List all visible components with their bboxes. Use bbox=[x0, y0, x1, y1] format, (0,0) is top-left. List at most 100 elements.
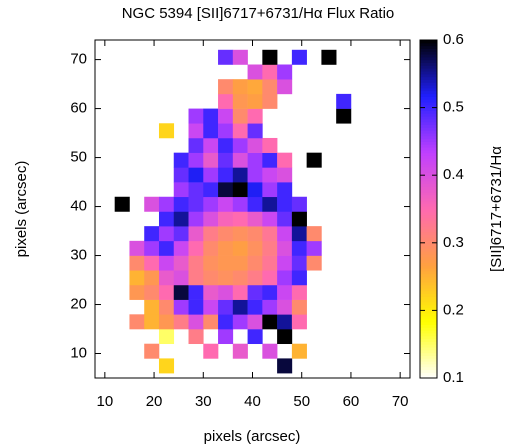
heatmap-cell bbox=[291, 314, 307, 330]
colorbar-swatch bbox=[420, 332, 437, 337]
heatmap-cell bbox=[232, 167, 248, 183]
heatmap-cell bbox=[218, 329, 234, 345]
heatmap-cell bbox=[232, 196, 248, 212]
heatmap-cell bbox=[203, 284, 219, 300]
heatmap-cell bbox=[277, 240, 293, 256]
colorbar-swatch bbox=[420, 121, 437, 125]
colorbar-swatch bbox=[420, 276, 437, 280]
colorbar-swatch bbox=[420, 96, 437, 100]
colorbar-swatch bbox=[420, 152, 437, 156]
heatmap-cell bbox=[218, 211, 234, 227]
heatmap-cell bbox=[336, 108, 352, 124]
colorbar-swatch bbox=[420, 144, 437, 148]
x-tick-label: 20 bbox=[146, 393, 163, 410]
heatmap-cell bbox=[203, 255, 219, 271]
heatmap-cell bbox=[277, 299, 293, 315]
x-tick-label: 70 bbox=[392, 393, 409, 410]
heatmap-cell bbox=[203, 299, 219, 315]
colorbar-swatch bbox=[420, 220, 437, 224]
heatmap-cell bbox=[262, 64, 278, 80]
colorbar-swatch bbox=[420, 262, 437, 266]
heatmap-cell bbox=[188, 329, 204, 345]
colorbar-swatch bbox=[420, 268, 437, 272]
colorbar-swatch bbox=[420, 62, 437, 66]
heatmap-cell bbox=[144, 270, 160, 286]
colorbar-swatch bbox=[420, 172, 437, 176]
colorbar-swatch bbox=[420, 147, 437, 151]
heatmap-cell bbox=[188, 211, 204, 227]
colorbar-swatch bbox=[420, 110, 437, 114]
heatmap-cell bbox=[232, 343, 248, 359]
colorbar-swatch bbox=[420, 237, 437, 241]
heatmap-cell bbox=[129, 314, 145, 330]
colorbar-swatch bbox=[420, 48, 437, 52]
colorbar-swatch bbox=[420, 178, 437, 182]
heatmap-cell bbox=[232, 299, 248, 315]
heatmap-cell bbox=[203, 123, 219, 139]
heatmap-cell bbox=[173, 196, 189, 212]
colorbar-label: [SII]6717+6731/Hα bbox=[488, 146, 505, 272]
heatmap-cell bbox=[144, 343, 160, 359]
colorbar-swatch bbox=[420, 327, 437, 331]
colorbar-swatch bbox=[420, 301, 437, 306]
colorbar-tick-label: 0.3 bbox=[443, 234, 464, 251]
colorbar-swatch bbox=[420, 344, 437, 348]
colorbar-swatch bbox=[420, 242, 437, 247]
heatmap-cell bbox=[247, 64, 263, 80]
heatmap-cell bbox=[247, 79, 263, 95]
colorbar-swatch bbox=[420, 234, 437, 238]
heatmap-cell bbox=[218, 299, 234, 315]
heatmap-cell bbox=[218, 93, 234, 109]
heatmap-cell bbox=[247, 299, 263, 315]
heatmap-cell bbox=[188, 137, 204, 153]
heatmap-cell bbox=[173, 255, 189, 271]
heatmap-cell bbox=[262, 196, 278, 212]
heatmap-cell bbox=[291, 196, 307, 212]
heatmap-cell bbox=[291, 284, 307, 300]
colorbar-swatch bbox=[420, 355, 437, 359]
heatmap-cell bbox=[173, 211, 189, 227]
x-tick-label: 10 bbox=[97, 393, 114, 410]
heatmap-cell bbox=[277, 182, 293, 198]
colorbar-swatch bbox=[420, 56, 437, 61]
colorbar-swatch bbox=[420, 54, 437, 58]
heatmap-cell bbox=[262, 255, 278, 271]
colorbar-swatch bbox=[420, 361, 437, 365]
heatmap-cell bbox=[188, 182, 204, 198]
heatmap-cell bbox=[129, 240, 145, 256]
heatmap-cell bbox=[262, 211, 278, 227]
heatmap-cell bbox=[232, 255, 248, 271]
colorbar-swatch bbox=[420, 186, 437, 190]
heatmap-cell bbox=[247, 284, 263, 300]
colorbar-swatch bbox=[420, 203, 437, 207]
heatmap-cell bbox=[218, 270, 234, 286]
heatmap-cell bbox=[218, 123, 234, 139]
colorbar-swatch bbox=[420, 347, 437, 351]
heatmap-cell bbox=[188, 123, 204, 139]
heatmap-cell bbox=[277, 211, 293, 227]
colorbar-swatch bbox=[420, 313, 437, 317]
colorbar-swatch bbox=[420, 192, 437, 196]
colorbar-swatch bbox=[420, 68, 437, 72]
x-tick-label: 50 bbox=[293, 393, 310, 410]
heatmap-cell bbox=[277, 64, 293, 80]
colorbar-swatch bbox=[420, 42, 437, 47]
colorbar-swatch bbox=[420, 65, 437, 69]
heatmap-cell bbox=[232, 182, 248, 198]
colorbar-swatch bbox=[420, 87, 437, 92]
colorbar-swatch bbox=[420, 175, 437, 179]
heatmap-cell bbox=[262, 137, 278, 153]
colorbar-swatch bbox=[420, 113, 437, 117]
heatmap-cell bbox=[247, 152, 263, 168]
colorbar-swatch bbox=[420, 107, 437, 111]
colorbar-swatch bbox=[420, 256, 437, 261]
heatmap-cell bbox=[306, 152, 322, 168]
heatmap-cell bbox=[277, 358, 293, 374]
colorbar-swatch bbox=[420, 99, 437, 103]
chart-title: NGC 5394 [SII]6717+6731/Hα Flux Ratio bbox=[122, 5, 395, 22]
heatmap-cell bbox=[232, 284, 248, 300]
heatmap-cell bbox=[277, 152, 293, 168]
heatmap-cell bbox=[173, 314, 189, 330]
heatmap-cell bbox=[203, 270, 219, 286]
heatmap-cell bbox=[247, 226, 263, 242]
